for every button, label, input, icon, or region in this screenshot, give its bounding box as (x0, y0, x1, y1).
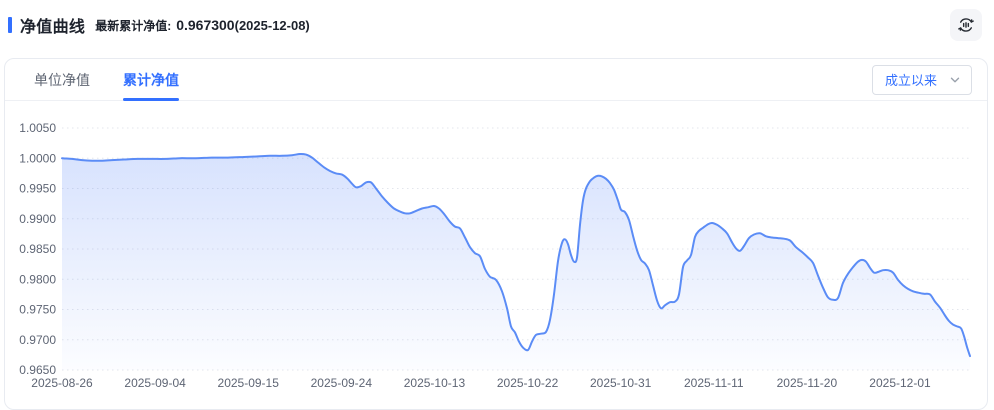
range-select[interactable]: 成立以来 (871, 64, 972, 95)
chart-tabbar: 单位净值 累计净值 成立以来 (5, 59, 987, 101)
svg-text:0.9950: 0.9950 (19, 182, 56, 196)
chevron-down-icon (950, 77, 960, 82)
nav-chart-card: 单位净值 累计净值 成立以来 1.0050 1.0000 0.9950 0.9900 0… (4, 58, 988, 410)
tab-cumulative-nav[interactable]: 累计净值 (123, 59, 179, 101)
page-title: 净值曲线 (20, 19, 86, 36)
range-select-value: 成立以来 (884, 73, 937, 88)
cycle-bars-icon (958, 18, 974, 32)
svg-text:2025-10-31: 2025-10-31 (590, 376, 652, 390)
svg-text:0.9850: 0.9850 (19, 242, 56, 256)
chart-switch-button[interactable] (950, 9, 982, 41)
svg-text:2025-09-15: 2025-09-15 (218, 376, 280, 390)
svg-text:2025-11-20: 2025-11-20 (777, 376, 838, 390)
page-header: 净值曲线 最新累计净值: 0.967300 (2025-12-08) (0, 0, 994, 44)
tab-unit-nav[interactable]: 单位净值 (34, 71, 90, 88)
svg-text:0.9700: 0.9700 (19, 333, 56, 347)
svg-text:1.0050: 1.0050 (19, 121, 56, 135)
svg-text:0.9900: 0.9900 (19, 212, 56, 226)
svg-text:0.9750: 0.9750 (19, 303, 56, 317)
nav-line-chart[interactable]: 1.0050 1.0000 0.9950 0.9900 0.9850 0.9800 0.97… (0, 110, 994, 400)
nav-chart-svg: 1.0050 1.0000 0.9950 0.9900 0.9850 0.9800 0.97… (19, 121, 971, 390)
title-accent-bar (8, 17, 12, 33)
svg-text:2025-09-04: 2025-09-04 (124, 376, 186, 390)
svg-text:2025-11-11: 2025-11-11 (684, 376, 744, 390)
svg-text:2025-10-13: 2025-10-13 (404, 376, 466, 390)
latest-nav-value: 0.967300 (176, 17, 235, 33)
svg-text:1.0000: 1.0000 (19, 151, 56, 165)
svg-text:2025-09-24: 2025-09-24 (311, 376, 373, 390)
svg-text:2025-08-26: 2025-08-26 (31, 376, 93, 390)
svg-text:2025-12-01: 2025-12-01 (869, 376, 931, 390)
latest-nav-date: (2025-12-08) (234, 17, 310, 33)
latest-nav-label: 最新累计净值: (95, 18, 172, 33)
svg-text:0.9800: 0.9800 (19, 272, 56, 286)
svg-text:0.9650: 0.9650 (19, 363, 56, 377)
svg-text:2025-10-22: 2025-10-22 (497, 376, 559, 390)
